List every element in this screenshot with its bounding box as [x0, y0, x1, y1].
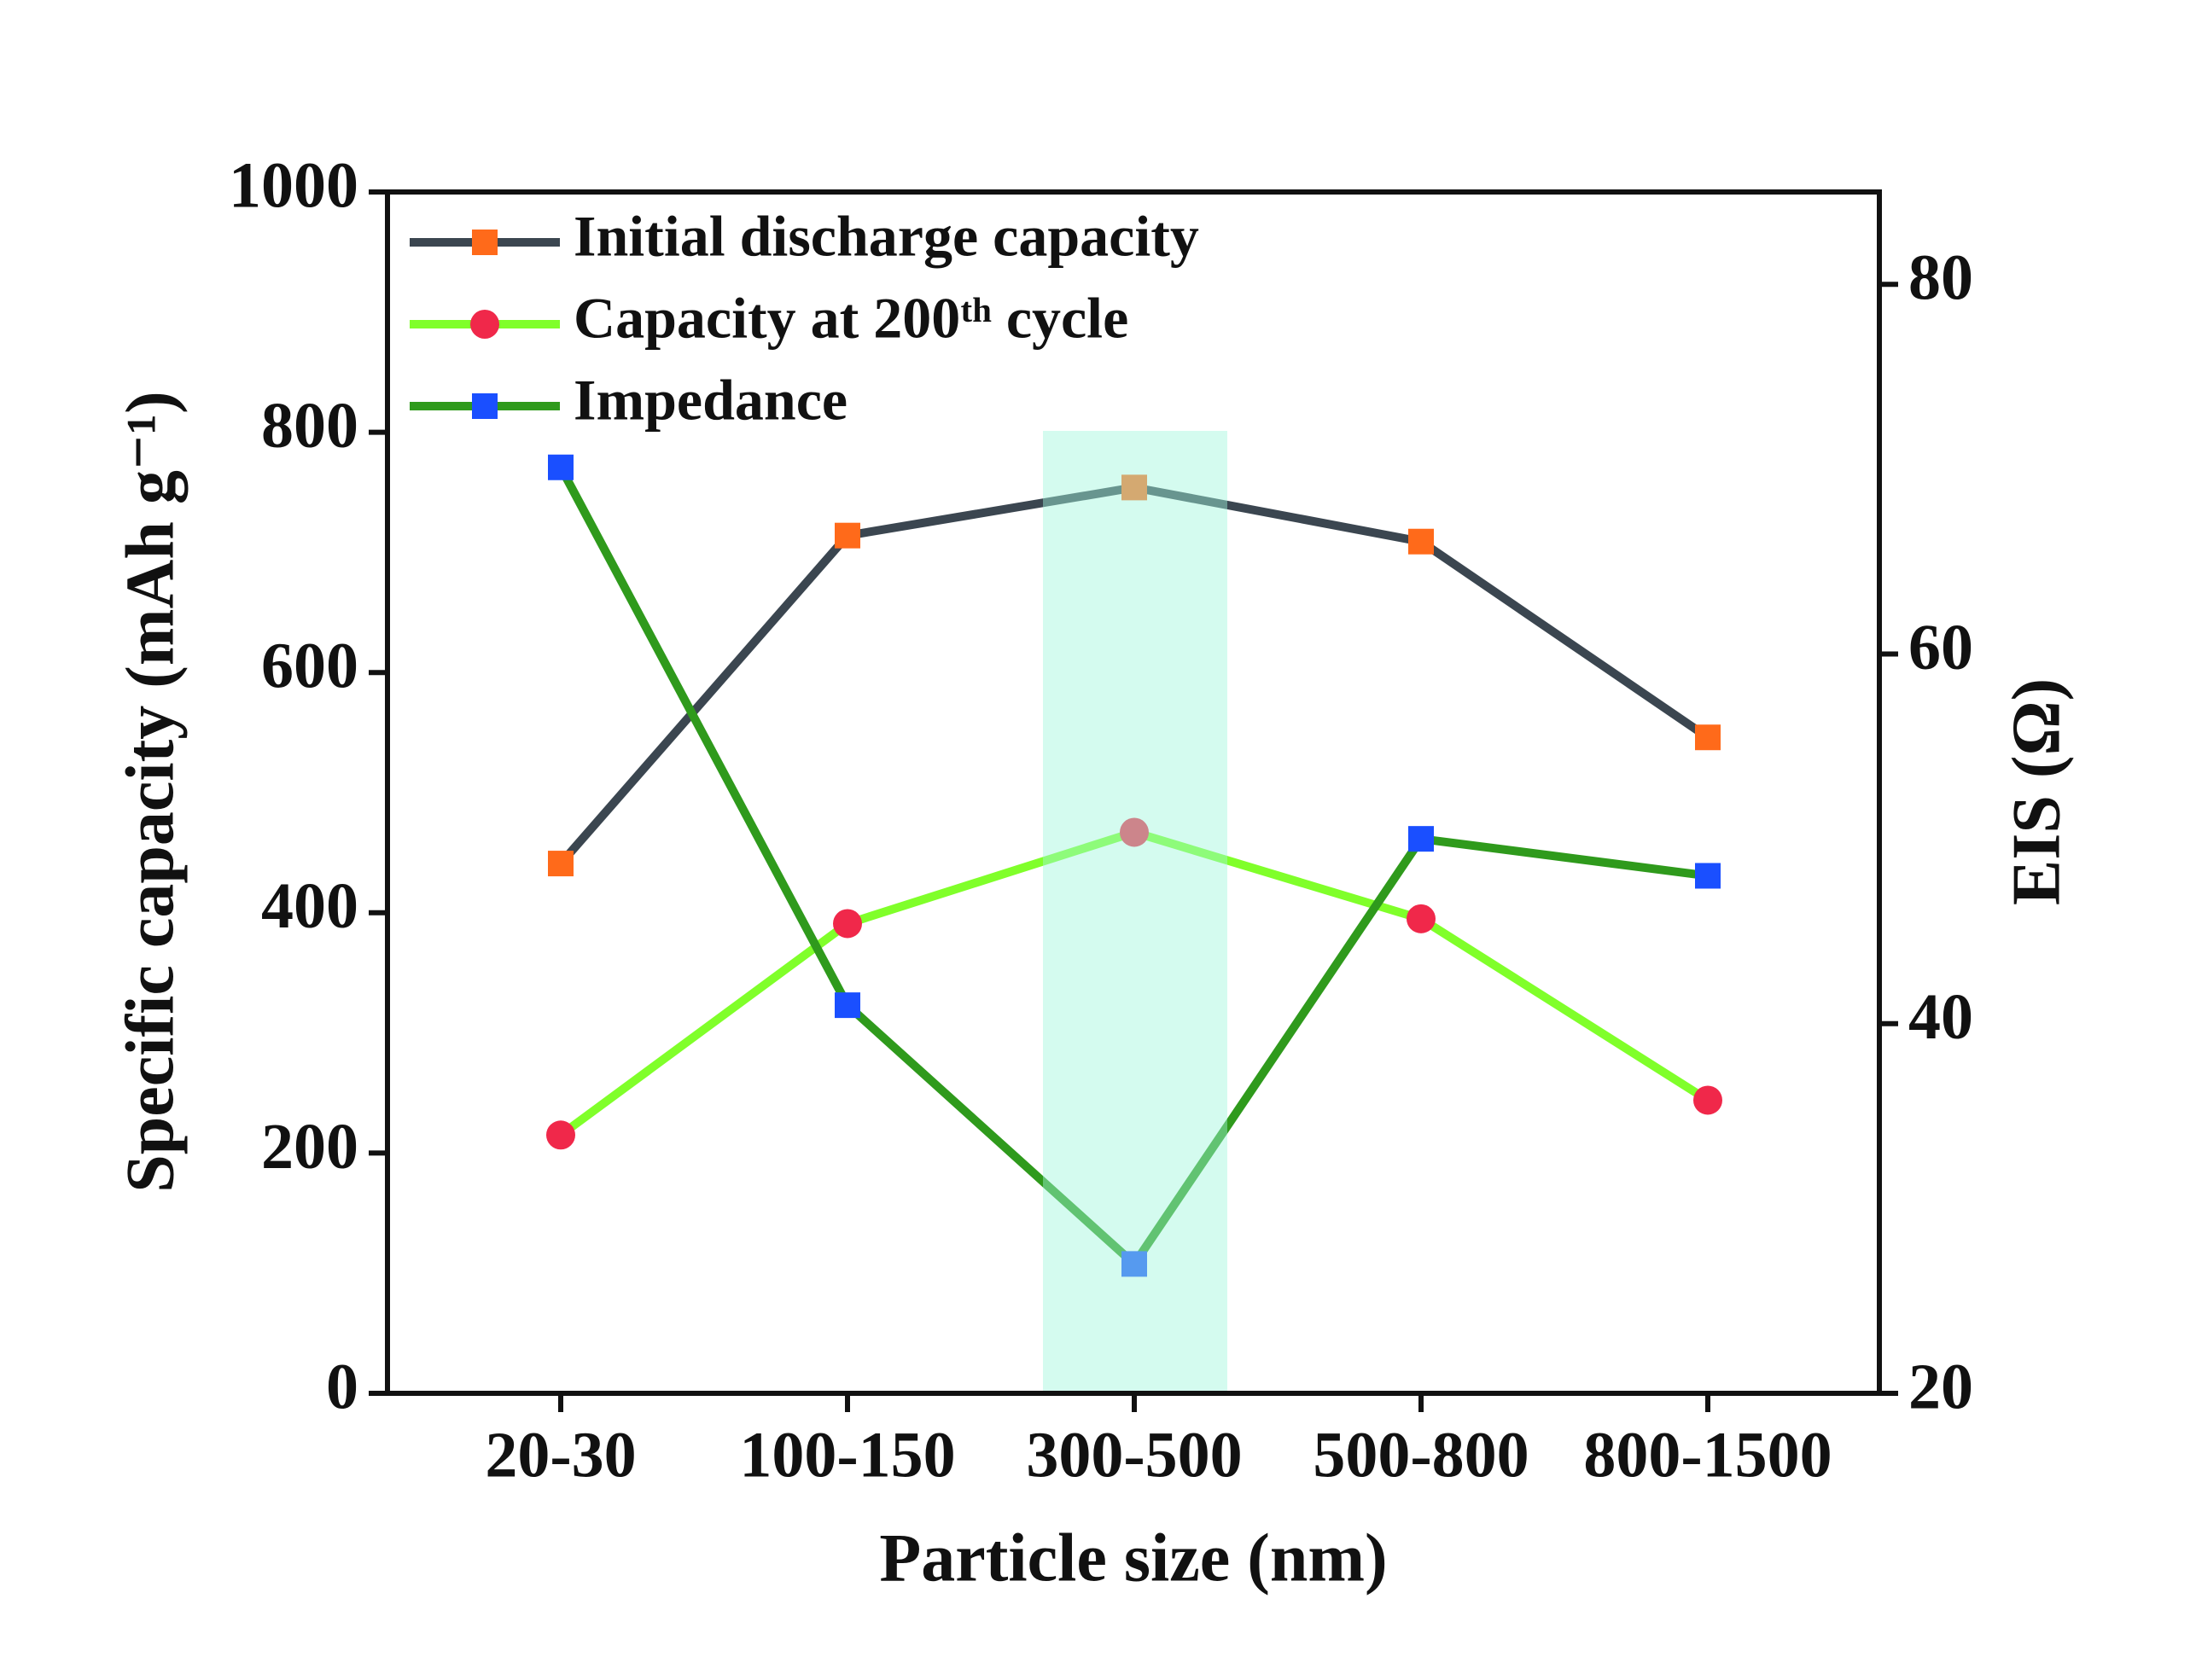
plot-frame [385, 189, 1882, 1396]
marker [1121, 474, 1147, 501]
marker [835, 522, 860, 549]
marker [1407, 904, 1436, 933]
y-tick-label: 600 [261, 631, 358, 702]
y2-tick-label: 40 [1908, 981, 1973, 1053]
marker [1120, 817, 1149, 847]
marker [548, 851, 574, 877]
marker [546, 1120, 575, 1150]
y2-tick-label: 20 [1908, 1351, 1973, 1422]
y2-tick-label: 60 [1908, 612, 1973, 683]
x-tick-label: 500-800 [1313, 1419, 1529, 1491]
marker [1121, 1251, 1147, 1277]
legend-label: Impedance [574, 368, 848, 433]
highlight-band [1043, 431, 1227, 1393]
x-tick-label: 800-1500 [1583, 1419, 1832, 1491]
y-tick-label: 400 [261, 870, 358, 942]
marker [1693, 1085, 1722, 1115]
x-tick-label: 100-150 [739, 1419, 955, 1491]
legend-label: Capacity at 200ᵗʰ cycle [574, 286, 1128, 351]
legend-marker [470, 310, 499, 339]
x-axis-title: Particle size (nm) [879, 1520, 1387, 1596]
legend-label: Initial discharge capacity [574, 204, 1199, 269]
marker [1408, 826, 1434, 852]
legend-marker [472, 230, 498, 255]
marker [833, 909, 862, 939]
y2-axis-title: EIS (Ω) [1999, 678, 2074, 905]
x-tick-label: 300-500 [1026, 1419, 1242, 1491]
marker [1408, 528, 1434, 555]
marker [548, 454, 574, 480]
y-tick-label: 200 [261, 1111, 358, 1183]
y-tick-label: 1000 [229, 149, 358, 221]
legend-marker [472, 393, 498, 419]
marker [1695, 863, 1721, 889]
y-tick-label: 800 [261, 390, 358, 462]
y-tick-label: 0 [326, 1351, 358, 1422]
marker [835, 992, 860, 1019]
y-axis-title: Specific capacity (mAh g⁻¹) [113, 391, 188, 1192]
x-tick-label: 20-30 [485, 1419, 636, 1491]
y2-tick-label: 80 [1908, 242, 1973, 314]
marker [1695, 724, 1721, 751]
